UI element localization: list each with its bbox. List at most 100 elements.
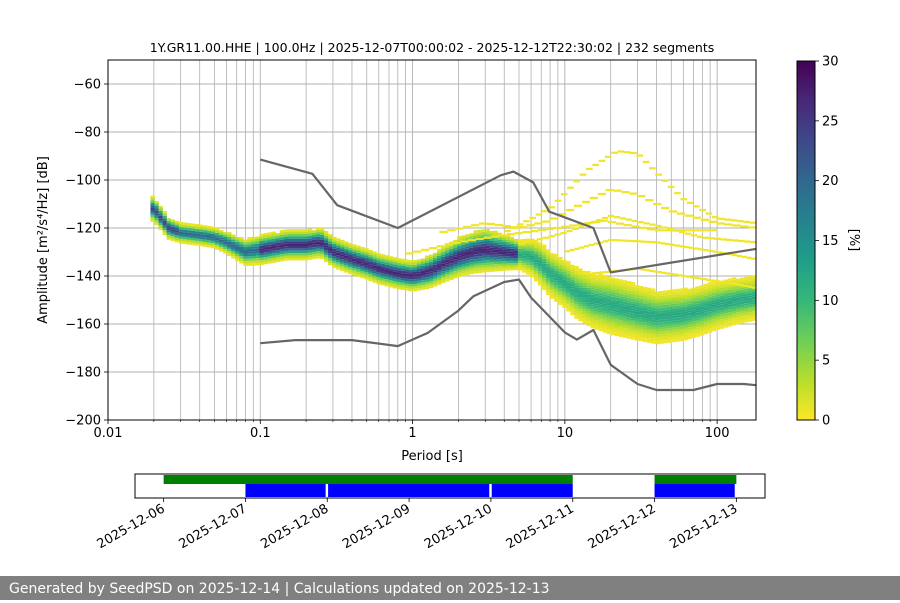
heatmap-cell (606, 286, 611, 289)
heatmap-cell (364, 262, 369, 266)
heatmap-cell (344, 255, 349, 259)
heatmap-cell (533, 266, 539, 270)
heatmap-cell (388, 256, 393, 259)
heatmap-cell (592, 220, 601, 223)
heatmap-cell (614, 280, 620, 284)
heatmap-cell (622, 299, 628, 302)
heatmap-cell (437, 251, 442, 254)
heatmap-cell (356, 262, 361, 265)
heatmap-cell (336, 252, 341, 256)
heatmap-cell (715, 298, 720, 302)
heatmap-cell (303, 255, 309, 258)
heatmap-cell (546, 285, 551, 288)
heatmap-cell (186, 237, 192, 240)
heatmap-cell (457, 274, 462, 277)
heatmap-cell (618, 303, 624, 306)
heatmap-cell (719, 311, 725, 315)
heatmap-cell (150, 198, 155, 201)
heatmap-cell (324, 245, 329, 248)
heatmap-cell (158, 227, 163, 231)
heatmap-cell (404, 283, 410, 286)
heatmap-cell (550, 265, 555, 268)
heatmap-cell (243, 241, 248, 245)
heatmap-cell (699, 294, 704, 298)
heatmap-cell (465, 248, 470, 252)
heatmap-cell (671, 339, 676, 343)
timeline-date-ticks: 2025-12-06 2025-12-07 2025-12-08 2025-12-09… (95, 498, 740, 552)
heatmap-cell (291, 231, 297, 234)
heatmap-cell (372, 256, 377, 259)
heatmap-cell (453, 252, 458, 255)
heatmap-cell (206, 240, 212, 243)
heatmap-cell (493, 242, 498, 246)
heatmap-cell (634, 326, 640, 329)
heatmap-cell (626, 321, 632, 325)
heatmap-cell (719, 285, 725, 288)
heatmap-cell (582, 273, 587, 276)
heatmap-cell (707, 299, 712, 302)
heatmap-cell (546, 280, 551, 283)
heatmap-cell (235, 241, 240, 245)
heatmap-cell (659, 310, 664, 313)
heatmap-cell (622, 287, 628, 290)
heatmap-cell (671, 325, 676, 328)
colorbar-tick-label: 30 (822, 55, 839, 70)
heatmap-cell (433, 260, 438, 263)
heatmap-cell (235, 239, 240, 242)
heatmap-cell (578, 306, 583, 310)
heatmap-cell (538, 268, 543, 272)
heatmap-cell (445, 267, 450, 270)
heatmap-cell (538, 280, 543, 284)
heatmap-cell (352, 256, 357, 259)
heatmap-cell (642, 298, 648, 302)
heatmap-cell (243, 256, 248, 259)
heatmap-cell (711, 309, 716, 313)
heatmap-cell (570, 295, 575, 299)
heatmap-cell (743, 310, 749, 313)
heatmap-cell (598, 328, 603, 332)
heatmap-cell (667, 292, 672, 295)
heatmap-cell (622, 285, 628, 288)
heatmap-cell (606, 310, 611, 313)
heatmap-cell (695, 305, 700, 309)
heatmap-cell (465, 270, 470, 273)
heatmap-cell (719, 321, 725, 324)
heatmap-cell (275, 245, 280, 248)
heatmap-cell (445, 269, 450, 272)
heatmap-cell (586, 280, 591, 283)
heatmap-cell (497, 259, 502, 262)
heatmap-cell (546, 282, 551, 286)
heatmap-cell (598, 314, 603, 317)
heatmap-cell (610, 318, 616, 321)
heatmap-cell (731, 291, 737, 295)
heatmap-cell (747, 285, 753, 288)
heatmap-cell (687, 288, 692, 292)
heatmap-cell (699, 314, 704, 317)
heatmap-cell (433, 255, 438, 258)
heatmap-cell (566, 306, 571, 310)
heatmap-cell (554, 256, 559, 259)
heatmap-cell (562, 286, 567, 289)
heatmap-cell (501, 239, 507, 242)
heatmap-cell (626, 326, 632, 330)
heatmap-cell (307, 235, 313, 239)
heatmap-cell (655, 173, 662, 176)
heatmap-cell (162, 213, 167, 216)
heatmap-cell (412, 269, 418, 273)
heatmap-cell (626, 239, 633, 242)
heatmap-cell (202, 232, 208, 235)
heatmap-cell (287, 248, 293, 251)
heatmap-cell (307, 238, 313, 241)
heatmap-cell (671, 327, 676, 331)
heatmap-cell (610, 308, 616, 312)
heatmap-cell (673, 273, 679, 276)
heatmap-cell (384, 283, 389, 287)
colorbar-gradient (796, 60, 816, 421)
heatmap-cell (348, 262, 353, 265)
heatmap-cell (679, 293, 684, 296)
heatmap-cell (211, 240, 216, 244)
heatmap-cell (525, 245, 531, 249)
heatmap-cell (723, 320, 729, 323)
heatmap-cell (416, 268, 422, 272)
heatmap-cell (593, 242, 599, 245)
